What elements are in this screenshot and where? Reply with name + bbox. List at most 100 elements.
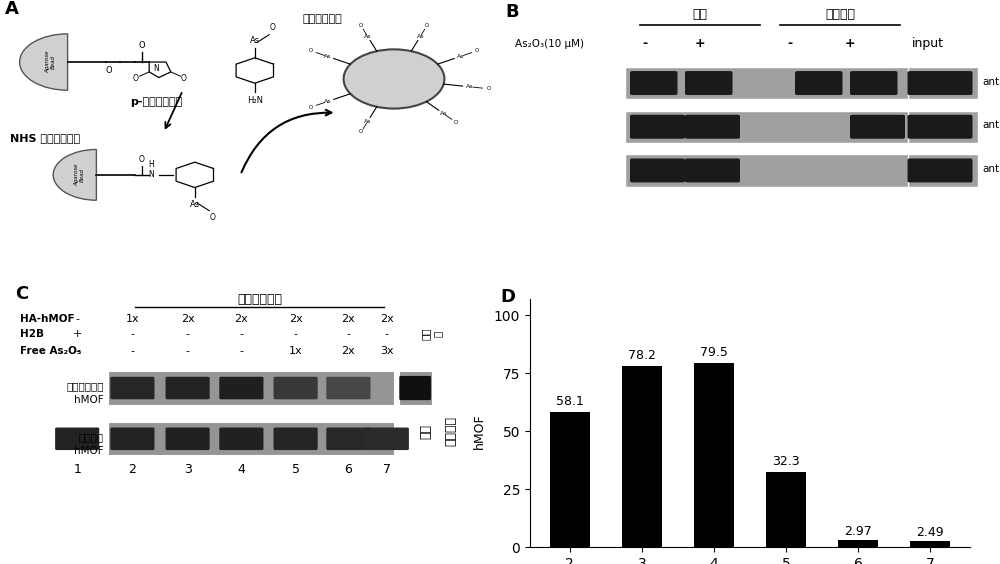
FancyBboxPatch shape [55,428,99,450]
Text: C: C [15,285,28,303]
Bar [838,540,878,547]
Text: 3x: 3x [380,346,394,356]
Text: O: O [139,155,145,164]
Text: hMOF: hMOF [74,446,104,456]
Text: Agarose
Bead: Agarose Bead [45,51,56,73]
Text: -: - [239,346,243,356]
Text: 未结合的: 未结合的 [79,432,104,442]
Text: 活化树脂: 活化树脂 [825,7,855,21]
Text: 2x: 2x [234,314,248,324]
Text: -: - [787,37,793,50]
FancyBboxPatch shape [630,158,685,182]
FancyBboxPatch shape [108,371,394,405]
Text: 与树脂结合的: 与树脂结合的 [66,381,104,391]
Text: N: N [148,170,154,179]
Text: -: - [186,329,190,339]
Text: +: + [695,37,705,50]
Text: input: input [912,37,944,50]
Text: N: N [154,64,159,73]
Bar [622,365,662,547]
FancyBboxPatch shape [685,158,740,182]
FancyBboxPatch shape [908,71,972,95]
Text: 硃共轭琼脂脂: 硃共轭琼脂脂 [237,293,282,306]
FancyBboxPatch shape [850,71,898,95]
FancyBboxPatch shape [908,67,978,99]
Text: +: + [845,37,855,50]
FancyBboxPatch shape [908,155,978,187]
Text: O: O [105,66,112,75]
Text: 2x: 2x [380,314,394,324]
Text: 2x: 2x [342,346,355,356]
Text: As₂O₃(10 μM): As₂O₃(10 μM) [515,39,584,49]
Text: O: O [486,86,491,91]
Text: O: O [210,213,216,222]
Text: As: As [466,84,473,89]
FancyBboxPatch shape [908,115,972,139]
Text: O: O [270,24,276,32]
FancyBboxPatch shape [625,67,915,99]
FancyBboxPatch shape [110,377,154,399]
Text: As: As [440,111,447,116]
FancyBboxPatch shape [908,158,972,182]
Text: As: As [190,200,200,209]
Bar [766,472,806,547]
Text: As: As [324,54,331,59]
Text: O: O [309,49,313,53]
Text: As: As [364,34,371,39]
Text: NHS 活化的琼脂糖: NHS 活化的琼脂糖 [10,133,80,143]
Text: Agarose
Bead: Agarose Bead [74,164,85,186]
Text: A: A [5,0,19,18]
Text: +: + [73,329,82,339]
FancyBboxPatch shape [166,377,210,399]
Text: O: O [359,130,363,134]
Text: 2x: 2x [181,314,194,324]
Text: H2B: H2B [20,329,44,339]
Text: 1x: 1x [126,314,139,324]
Text: 硃共轭琼脂脂: 硃共轭琼脂脂 [302,14,342,24]
Text: O: O [454,120,458,125]
Bar [550,412,590,547]
FancyBboxPatch shape [625,155,915,187]
Text: As: As [324,99,331,104]
Text: O: O [139,41,145,50]
Text: -: - [642,37,648,50]
Text: -: - [130,329,134,339]
Text: hMOF: hMOF [473,413,486,449]
FancyBboxPatch shape [850,115,905,139]
Text: -: - [75,346,79,356]
Text: p-氨基苯氧化硃: p-氨基苯氧化硃 [130,97,182,107]
Wedge shape [20,34,68,90]
Text: O: O [359,24,363,28]
Text: H₂N: H₂N [247,96,263,105]
Text: anti-tubulin: anti-tubulin [982,121,1000,130]
FancyBboxPatch shape [326,377,370,399]
Text: Free As₂O₃: Free As₂O₃ [20,346,81,356]
Text: 总蛋: 总蛋 [420,328,430,341]
Bar [910,541,950,547]
Text: O: O [475,49,479,53]
Wedge shape [53,149,96,200]
Text: 32.3: 32.3 [772,455,800,468]
Bar [694,363,734,547]
FancyBboxPatch shape [219,377,263,399]
FancyBboxPatch shape [685,115,740,139]
FancyBboxPatch shape [326,428,370,450]
FancyBboxPatch shape [108,422,394,456]
Text: 79.5: 79.5 [700,346,728,359]
Text: As: As [364,119,371,124]
Text: anti-MOF: anti-MOF [982,77,1000,87]
Text: -: - [294,329,298,339]
Circle shape [344,50,444,108]
FancyBboxPatch shape [399,371,432,405]
Text: 2x: 2x [342,314,355,324]
Text: HA-hMOF: HA-hMOF [20,314,74,324]
FancyBboxPatch shape [274,428,318,450]
FancyBboxPatch shape [166,428,210,450]
Text: 白: 白 [432,331,442,337]
Text: -: - [346,329,350,339]
Text: 2: 2 [128,463,136,476]
Text: -: - [130,346,134,356]
Text: anti-HDAC4: anti-HDAC4 [982,164,1000,174]
Text: O: O [309,105,313,109]
Text: -: - [385,329,389,339]
